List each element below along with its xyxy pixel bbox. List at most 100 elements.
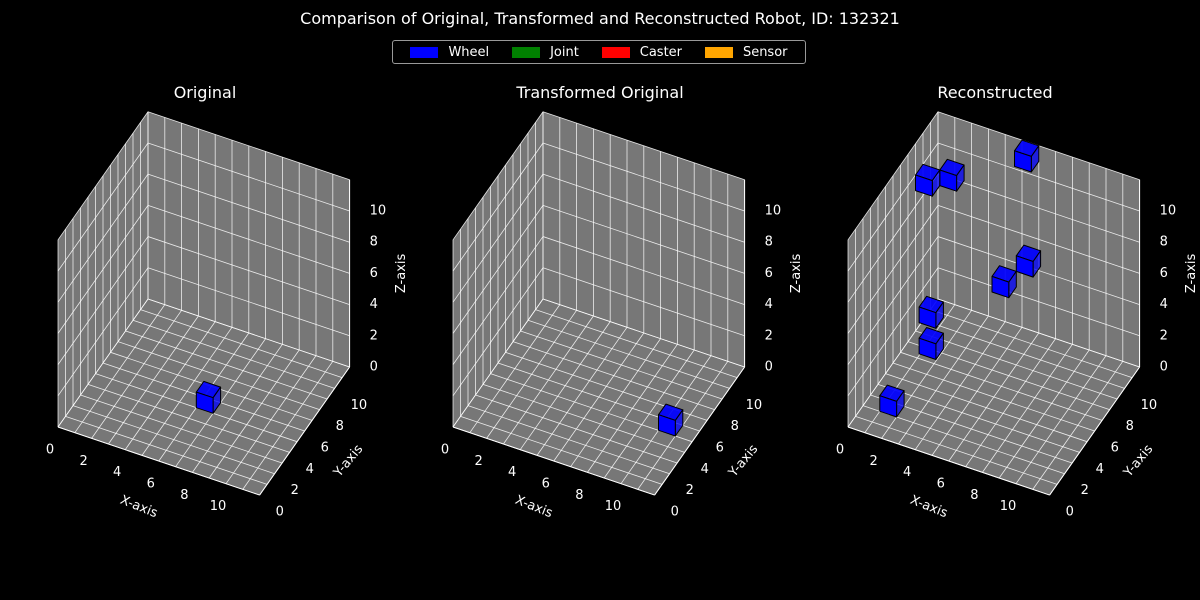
grid-line-z-wall-x <box>452 267 544 397</box>
grid-line-y-floor <box>520 330 723 400</box>
legend-label-joint: Joint <box>550 44 579 60</box>
y-tick-label: 2 <box>291 483 299 498</box>
z-tick-label: 8 <box>370 235 378 250</box>
grid-line-y-floor <box>900 351 1103 421</box>
grid-line-y-floor <box>467 405 670 475</box>
voxel-front-face <box>991 275 1010 299</box>
y-tick-label: 0 <box>671 505 679 520</box>
z-tick-label: 0 <box>370 360 378 375</box>
grid-line-y-floor <box>922 319 1125 389</box>
grid-line-z-wall-x <box>452 205 544 334</box>
legend-item-caster: Caster <box>601 45 682 60</box>
x-tick-label: 8 <box>180 488 188 503</box>
y-tick-label: 8 <box>731 419 739 434</box>
y-axis-line <box>259 366 351 496</box>
y-tick-label: 6 <box>321 441 329 456</box>
voxel-front-face <box>879 395 898 418</box>
y-tick-label: 10 <box>351 398 368 413</box>
grid-line-z-wall-y <box>542 267 745 337</box>
figure-title: Comparison of Original, Transformed and … <box>300 9 900 28</box>
grid-line-z-wall-y <box>147 142 350 212</box>
x-axis-label: X-axis <box>513 493 555 522</box>
legend-item-wheel: Wheel <box>410 45 489 60</box>
y-axis-line <box>654 366 746 496</box>
legend-swatch-joint <box>512 46 541 58</box>
z-tick-label: 4 <box>765 297 773 312</box>
grid-line-y-floor <box>527 319 730 389</box>
grid-line-z-wall-y <box>937 173 1140 243</box>
legend: Wheel Joint Caster Sensor <box>392 40 806 64</box>
z-tick-label: 2 <box>1160 328 1168 343</box>
grid-line-z-wall-x <box>57 267 149 397</box>
z-axis-label: Z-axis <box>1184 253 1195 293</box>
y-tick-label: 2 <box>686 483 694 498</box>
panel-title-reconstructed: Reconstructed <box>937 83 1053 102</box>
grid-line-z-wall-y <box>147 204 350 274</box>
grid-line-y-floor <box>482 383 685 453</box>
voxel-front-face <box>658 414 676 437</box>
voxel-front-face <box>915 174 933 197</box>
x-axis-line <box>452 426 655 496</box>
panel-transformed: Transformed Original 0 2 4 6 8 10 0 2 4 6 8 10 0 2 4 6 8… <box>400 70 800 590</box>
grid-line-z-wall-y <box>542 173 745 243</box>
z-axis-label: Z-axis <box>394 253 405 293</box>
grid-line-y-floor <box>140 309 343 379</box>
voxel-front-face <box>195 391 214 414</box>
x-tick-label: 6 <box>542 477 550 492</box>
z-tick-label: 4 <box>1160 297 1168 312</box>
y-tick-label: 10 <box>1141 398 1158 413</box>
grid-line-y-floor <box>475 394 678 464</box>
grid-line-y-floor <box>72 405 275 475</box>
x-tick-label: 10 <box>210 499 227 514</box>
grid-line-z-wall-y <box>937 267 1140 337</box>
voxel-front-face <box>1015 255 1034 278</box>
z-axis-label: Z-axis <box>789 253 800 293</box>
y-tick-label: 6 <box>716 441 724 456</box>
z-tick-label: 4 <box>370 297 378 312</box>
voxel-front-face <box>918 337 937 360</box>
z-tick-label: 6 <box>1160 266 1168 281</box>
y-axis-label: Y-axis <box>725 442 761 481</box>
grid-line-y-floor <box>855 415 1058 485</box>
y-tick-label: 8 <box>1126 419 1134 434</box>
grid-line-z-wall-y <box>937 142 1140 212</box>
grid-line-z-wall-x <box>57 236 149 365</box>
x-tick-label: 0 <box>441 443 449 458</box>
panel-original: Original 0 2 4 6 8 10 0 2 4 6 8 10 0 2 4 6 8 10 X-axis Y-ax… <box>5 70 405 590</box>
x-tick-label: 0 <box>46 443 54 458</box>
y-tick-label: 10 <box>746 398 763 413</box>
legend-item-sensor: Sensor <box>704 45 788 60</box>
grid-line-z-wall-y <box>937 236 1140 305</box>
panel-reconstructed: Reconstructed 0 2 4 6 8 10 0 2 4 6 8 10 0 2 4 6 8 10 X-axi… <box>795 70 1195 590</box>
z-tick-label: 8 <box>1160 235 1168 250</box>
grid-line-z-wall-y <box>147 236 350 305</box>
grid-line-z-wall-y <box>542 142 745 212</box>
grid-line-z-wall-y <box>542 298 745 368</box>
x-tick-label: 0 <box>836 443 844 458</box>
x-tick-label: 4 <box>113 465 121 480</box>
voxel-front-face <box>1014 150 1032 173</box>
y-axis-label: Y-axis <box>330 442 366 481</box>
z-tick-label: 2 <box>370 328 378 343</box>
x-tick-label: 10 <box>605 499 622 514</box>
y-tick-label: 4 <box>306 462 314 477</box>
grid-line-z-wall-x <box>452 111 544 241</box>
grid-line-z-wall-x <box>57 205 149 334</box>
grid-line-y-floor <box>915 330 1118 400</box>
z-tick-label: 8 <box>765 235 773 250</box>
grid-line-z-wall-x <box>57 111 149 241</box>
legend-swatch-caster <box>601 46 630 58</box>
x-tick-label: 10 <box>1000 499 1017 514</box>
grid-line-y-floor <box>87 383 290 453</box>
grid-line-z-wall-x <box>57 173 149 303</box>
grid-line-z-wall-x <box>452 298 544 428</box>
grid-line-z-wall-x <box>847 111 939 241</box>
grid-line-y-floor <box>460 415 663 485</box>
z-tick-label: 0 <box>765 360 773 375</box>
y-axis-label: Y-axis <box>1120 442 1156 481</box>
x-axis-label: X-axis <box>908 493 950 522</box>
grid-line-z-wall-x <box>847 205 939 334</box>
legend-swatch-wheel <box>410 46 439 58</box>
voxel-front-face <box>918 306 937 329</box>
